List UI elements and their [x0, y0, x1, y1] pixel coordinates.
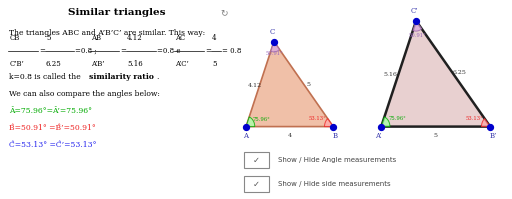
Text: 4: 4	[212, 34, 217, 42]
Text: B̂=50.91° =B̂’=50.91°: B̂=50.91° =B̂’=50.91°	[9, 124, 96, 132]
FancyBboxPatch shape	[244, 176, 269, 192]
Text: 5: 5	[307, 82, 311, 87]
Text: We can also compare the angles below:: We can also compare the angles below:	[9, 90, 160, 98]
Text: =: =	[205, 47, 211, 55]
Text: k=0.8 is called the: k=0.8 is called the	[9, 73, 83, 81]
Polygon shape	[481, 119, 490, 127]
Text: B: B	[332, 132, 337, 140]
Text: 75.96°: 75.96°	[388, 116, 406, 121]
Text: AB: AB	[91, 34, 101, 42]
Point	[412, 19, 420, 22]
Text: 50.91°: 50.91°	[408, 33, 426, 38]
Text: C’: C’	[411, 7, 418, 15]
Text: A’B’: A’B’	[91, 60, 104, 68]
Polygon shape	[381, 117, 390, 127]
Text: A’C’: A’C’	[176, 60, 189, 68]
Text: 5.16: 5.16	[384, 72, 398, 77]
Text: =0.8 e: =0.8 e	[157, 47, 180, 55]
Polygon shape	[413, 21, 422, 31]
Text: similarity ratio: similarity ratio	[89, 73, 154, 81]
Text: 4.12: 4.12	[127, 34, 143, 42]
Text: .: .	[156, 73, 158, 81]
Text: 53.13°: 53.13°	[465, 116, 483, 121]
Text: CB: CB	[9, 34, 19, 42]
Point	[270, 40, 278, 43]
Text: 5: 5	[434, 134, 438, 139]
Polygon shape	[246, 117, 255, 127]
Text: The triangles ABC and A’B’C’ are similar. This way:: The triangles ABC and A’B’C’ are similar…	[9, 29, 206, 37]
Text: 50.91°: 50.91°	[266, 52, 284, 57]
Text: A: A	[244, 132, 248, 140]
Text: 5: 5	[212, 60, 217, 68]
Text: 75.96°: 75.96°	[253, 117, 271, 122]
Polygon shape	[271, 42, 280, 52]
Text: ✓: ✓	[253, 179, 260, 188]
Text: C: C	[270, 28, 275, 36]
FancyBboxPatch shape	[244, 152, 269, 168]
Point	[377, 125, 386, 128]
Text: 4: 4	[288, 134, 292, 139]
Text: Ĉ=53.13° =Ĉ’=53.13°: Ĉ=53.13° =Ĉ’=53.13°	[9, 141, 97, 149]
Text: =0.8 ;: =0.8 ;	[75, 47, 97, 55]
Text: =: =	[120, 47, 126, 55]
Polygon shape	[381, 21, 490, 127]
Text: 5: 5	[46, 34, 50, 42]
Point	[329, 125, 337, 128]
Point	[242, 125, 250, 128]
Text: 6.25: 6.25	[453, 70, 466, 75]
Text: A’: A’	[375, 132, 382, 140]
Text: 5.16: 5.16	[127, 60, 143, 68]
Text: 6.25: 6.25	[46, 60, 61, 68]
Text: B’: B’	[489, 132, 497, 140]
Point	[486, 125, 494, 128]
Text: 4.12: 4.12	[248, 83, 262, 88]
Text: C’B’: C’B’	[9, 60, 24, 68]
Text: Â=75.96°=Â’=75.96°: Â=75.96°=Â’=75.96°	[9, 107, 92, 115]
Text: =: =	[39, 47, 45, 55]
Text: Show / Hide side measurements: Show / Hide side measurements	[278, 181, 390, 187]
Text: Similar triangles: Similar triangles	[68, 8, 165, 17]
Text: 53.13°: 53.13°	[309, 116, 327, 121]
Text: Show / Hide Angle measurements: Show / Hide Angle measurements	[278, 157, 396, 163]
Polygon shape	[246, 42, 333, 127]
Polygon shape	[325, 119, 333, 127]
Text: AC: AC	[176, 34, 186, 42]
Text: = 0.8: = 0.8	[222, 47, 241, 55]
Text: ↻: ↻	[220, 8, 227, 17]
Text: ✓: ✓	[253, 156, 260, 165]
